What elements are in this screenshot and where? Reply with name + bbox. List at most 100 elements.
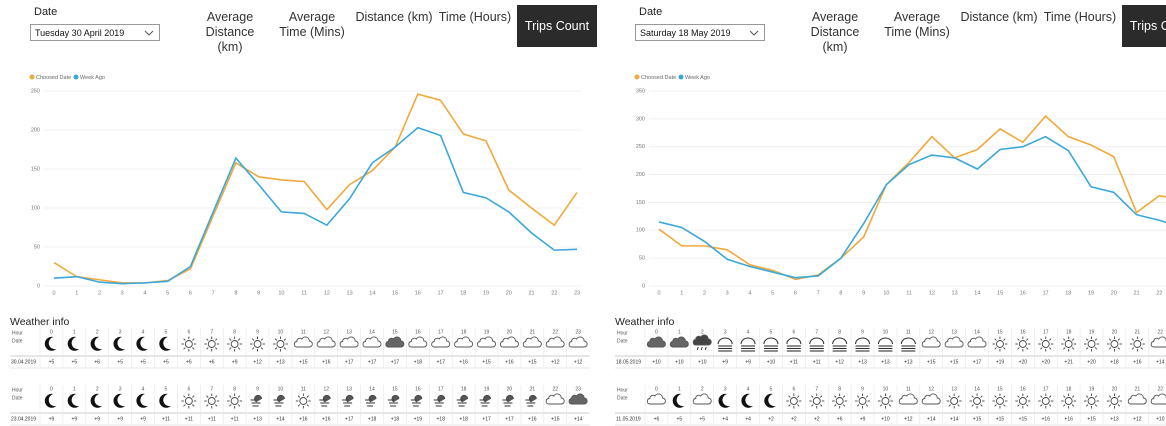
hour: 17 [1043, 329, 1049, 335]
weather-icon [877, 337, 893, 345]
weather-icon [192, 338, 195, 341]
weather-icon [414, 394, 423, 403]
weather-icon [283, 338, 287, 341]
hour: 10 [883, 329, 889, 335]
hour: 5 [165, 386, 168, 392]
temperature: +14 [276, 416, 285, 422]
hour: 1 [678, 386, 681, 392]
weather-icon [763, 337, 779, 345]
y-tick-label: 200 [31, 127, 40, 133]
hour: 12 [928, 386, 934, 392]
hour: 18 [461, 386, 467, 392]
weather-icon [1026, 395, 1029, 398]
weather-icon [1087, 340, 1096, 348]
tab[interactable]: Trips Count [1122, 5, 1166, 47]
temperature: +16 [1133, 359, 1142, 365]
weather-icon [1003, 347, 1006, 350]
weather-icon [483, 394, 492, 403]
weather-icon [646, 393, 666, 405]
panel: Date Saturday 18 May 2019 Average Distance… [605, 0, 1166, 426]
temperature: +15 [1087, 416, 1096, 422]
hour: 4 [747, 386, 750, 392]
hour: 14 [369, 386, 375, 392]
hour: 18 [1066, 329, 1072, 335]
hour: 2 [701, 386, 704, 392]
hour: 0 [50, 386, 53, 392]
weather-icon [819, 395, 823, 398]
dropdown-arrow [144, 30, 154, 36]
weather-icon [1108, 404, 1112, 407]
weather-icon [646, 336, 666, 348]
temperature: +10 [1156, 416, 1165, 422]
weather-icon [206, 404, 209, 407]
weather-icon [1085, 338, 1089, 341]
hour: 12 [323, 329, 329, 335]
hour: 5 [770, 329, 773, 335]
temperature: +12 [551, 359, 560, 365]
x-tick-label: 10 [278, 290, 284, 296]
hour: 22 [552, 386, 558, 392]
tab[interactable]: Distance (km) [355, 10, 433, 24]
hour: 20 [507, 386, 513, 392]
weather-icon [1071, 338, 1075, 341]
temperature: +17 [391, 359, 400, 365]
weather-icon [431, 336, 451, 348]
hour: 0 [655, 386, 658, 392]
hour: 15 [997, 386, 1003, 392]
tab[interactable]: Time (Hours) [438, 10, 512, 24]
x-tick-label: 20 [1111, 290, 1117, 296]
weather-icon [692, 334, 712, 346]
weather-icon [192, 395, 195, 398]
temperature: +16 [505, 359, 514, 365]
tab[interactable]: Time (Hours) [1043, 10, 1117, 24]
panel: Date Tuesday 30 April 2019 Average Distanc… [10, 5, 597, 426]
temperature: +15 [996, 416, 1005, 422]
temperature: +10 [767, 359, 776, 365]
legend-label: Choosed Date [36, 75, 71, 81]
weather-icon [881, 397, 890, 405]
date-dropdown[interactable]: Saturday 18 May 2019 [635, 24, 765, 41]
row-date: 11.05.2019 [616, 416, 641, 422]
temperature: +21 [1064, 359, 1073, 365]
weather-icon [994, 347, 997, 350]
x-tick-label: 17 [438, 290, 444, 296]
hour: 8 [233, 329, 236, 335]
tab[interactable]: Distance (km) [960, 10, 1038, 24]
weather-icon [1017, 347, 1020, 350]
weather-icon [879, 404, 883, 407]
tab[interactable]: Average Time (Mins) [884, 10, 950, 39]
weather-icon [183, 404, 186, 407]
tab[interactable]: Average Distance (km) [810, 10, 860, 54]
x-tick-label: 22 [551, 290, 557, 296]
weather-icon [1017, 338, 1020, 341]
x-tick-label: 19 [1088, 290, 1094, 296]
temperature: +17 [345, 359, 354, 365]
temperature: +15 [482, 359, 491, 365]
hour: 4 [142, 386, 145, 392]
tab[interactable]: Average Time (Mins) [279, 10, 345, 39]
temperature: +14 [1156, 359, 1165, 365]
date-dropdown[interactable]: Tuesday 30 April 2019 [30, 24, 160, 41]
temperature: +18 [414, 359, 423, 365]
temperature: +11 [231, 416, 239, 422]
weather-icon [996, 397, 1004, 405]
temperature: +12 [574, 359, 583, 365]
x-tick-label: 1 [680, 290, 683, 296]
tab[interactable]: Average Distance (km) [205, 10, 255, 54]
weather-icon [345, 394, 354, 403]
x-tick-label: 11 [906, 290, 912, 296]
temperature: +9 [49, 416, 55, 422]
tab[interactable]: Trips Count [517, 5, 597, 47]
weather-icon [214, 404, 218, 407]
weather-icon [1026, 338, 1029, 341]
y-tick-label: 50 [639, 256, 645, 262]
weather-icon [229, 338, 232, 341]
temperature: +6 [654, 416, 660, 422]
temperature: +9 [117, 416, 123, 422]
weather-icon [1131, 338, 1135, 341]
weather-icon [832, 337, 848, 345]
hour: 6 [187, 329, 190, 335]
weather-icon [1071, 347, 1075, 350]
weather-icon [1085, 395, 1089, 398]
hour: 23 [575, 386, 581, 392]
